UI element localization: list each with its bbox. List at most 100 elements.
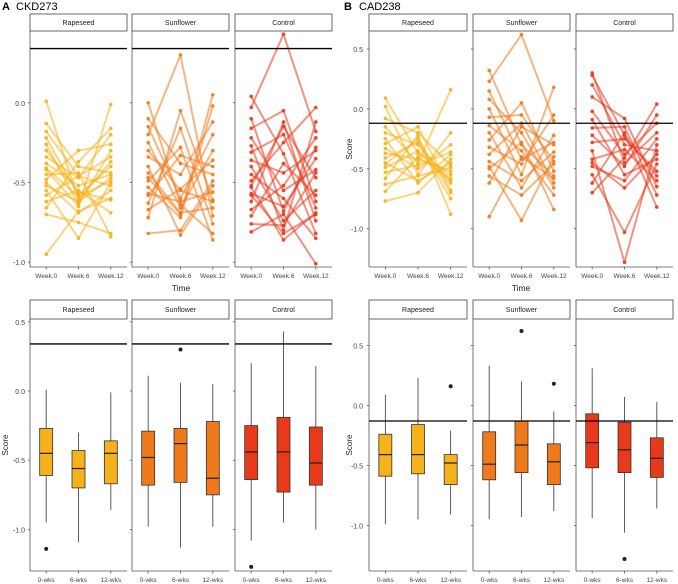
subject-point (109, 211, 113, 215)
subject-point (109, 155, 113, 159)
subject-point (519, 101, 524, 105)
box-iqr (617, 421, 632, 474)
subject-point (44, 99, 48, 103)
subject-point (76, 171, 81, 175)
subject-point (487, 138, 492, 142)
subject-point (109, 231, 113, 236)
subject-point (622, 230, 627, 235)
subject-point (655, 149, 659, 153)
subject-point (655, 131, 659, 135)
subject-point (448, 212, 453, 217)
y-tick-label: -0.5 (351, 463, 363, 470)
subject-point (519, 155, 524, 159)
facet-strip (368, 13, 468, 32)
subject-point (622, 125, 627, 129)
facet-sunflower: Sunflower 0-wks 6-wks 12-wks (471, 299, 571, 584)
x-axis-title: Time (172, 283, 191, 293)
facet-control: Control Week.0 Week.6 Week.12 (574, 13, 674, 280)
subject-point (383, 176, 388, 181)
subject-point (314, 105, 318, 110)
subject-point (211, 214, 215, 218)
subject-point (552, 207, 556, 212)
x-tick-label: 12-wks (203, 577, 224, 584)
subject-point (249, 150, 253, 154)
subject-point (44, 206, 48, 210)
subject-point (622, 260, 627, 265)
subject-point (281, 183, 286, 188)
subject-point (590, 133, 594, 137)
subject-point (211, 120, 215, 124)
subject-point (44, 161, 48, 166)
facet-strip-label: Sunflower (506, 20, 538, 27)
subject-point (281, 108, 286, 113)
subject-point (178, 153, 183, 158)
subject-point (314, 129, 318, 134)
subject-point (416, 178, 420, 183)
subject-point (448, 150, 453, 154)
subject-point (76, 236, 81, 241)
subject-point (314, 212, 318, 217)
facet-strip-label: Control (613, 20, 636, 27)
x-tick-label: Week.12 (200, 273, 226, 280)
subject-point (178, 108, 183, 113)
subject-point (109, 148, 113, 153)
facet-control: Control 0-wks 6-wks 12-wks (574, 299, 674, 584)
subject-point (314, 175, 318, 180)
subject-point (590, 173, 594, 177)
subject-point (249, 158, 253, 162)
subject-point (487, 89, 492, 93)
x-tick-label: Week.6 (170, 273, 192, 280)
x-tick-label: 6-wks (616, 577, 634, 584)
subject-point (622, 143, 627, 147)
subject-point (487, 145, 492, 149)
subject-point (519, 32, 524, 37)
box-iqr (205, 421, 220, 496)
x-tick-label: 6-wks (410, 577, 428, 584)
subject-point (249, 214, 253, 218)
facet-strip-label: Rapeseed (402, 307, 434, 314)
subject-point (487, 115, 492, 120)
subject-point (249, 164, 253, 169)
subject-point (487, 131, 492, 135)
subject-point (211, 238, 215, 242)
subject-point (44, 129, 48, 134)
subject-point (416, 125, 420, 129)
subject-point (281, 238, 286, 242)
box-outlier (249, 564, 254, 569)
box-iqr (39, 427, 54, 476)
subject-point (249, 94, 253, 99)
subject-point (76, 188, 81, 193)
subject-point (590, 190, 594, 195)
subject-point (44, 121, 48, 126)
subject-point (416, 149, 420, 153)
subject-point (383, 182, 388, 187)
subject-point (281, 223, 286, 228)
subject-point (109, 175, 113, 180)
subject-point (314, 199, 318, 204)
subject-point (655, 178, 659, 183)
subject-point (146, 201, 150, 205)
y-tick-label: 0.0 (353, 403, 363, 410)
box-iqr (276, 416, 291, 493)
box-iqr (103, 440, 118, 485)
subject-point (281, 140, 286, 145)
facet-sunflower: Sunflower Week.0 Week.6 Week.12 (471, 13, 571, 280)
y-tick-label: -1.0 (13, 260, 25, 267)
subject-point (448, 173, 453, 177)
x-tick-label: Week.12 (98, 273, 124, 280)
subject-point (487, 79, 492, 84)
box-iqr (514, 420, 529, 473)
subject-point (383, 199, 388, 203)
subject-point (146, 231, 150, 236)
panel-a-letter: A (2, 1, 10, 13)
chart-b-bottom: 0.5 0.0 -0.5 -1.0 Score Rapeseed 0-wks 6-wks 12-… (345, 299, 674, 584)
x-tick-label: Week.0 (374, 273, 396, 280)
facet-strip (234, 13, 333, 32)
subject-point (76, 220, 81, 225)
x-tick-label: 0-wks (377, 577, 395, 584)
subject-point (249, 136, 253, 140)
box-outlier (519, 329, 524, 333)
subject-point (622, 186, 627, 190)
subject-point (487, 152, 492, 157)
